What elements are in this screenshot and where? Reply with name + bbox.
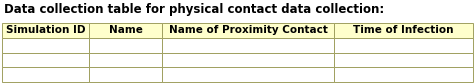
Text: Simulation ID: Simulation ID bbox=[6, 25, 86, 35]
Text: Name: Name bbox=[109, 25, 142, 35]
Text: Data collection table for physical contact data collection:: Data collection table for physical conta… bbox=[4, 3, 384, 16]
Text: Name of Proximity Contact: Name of Proximity Contact bbox=[169, 25, 328, 35]
Text: Time of Infection: Time of Infection bbox=[353, 25, 454, 35]
